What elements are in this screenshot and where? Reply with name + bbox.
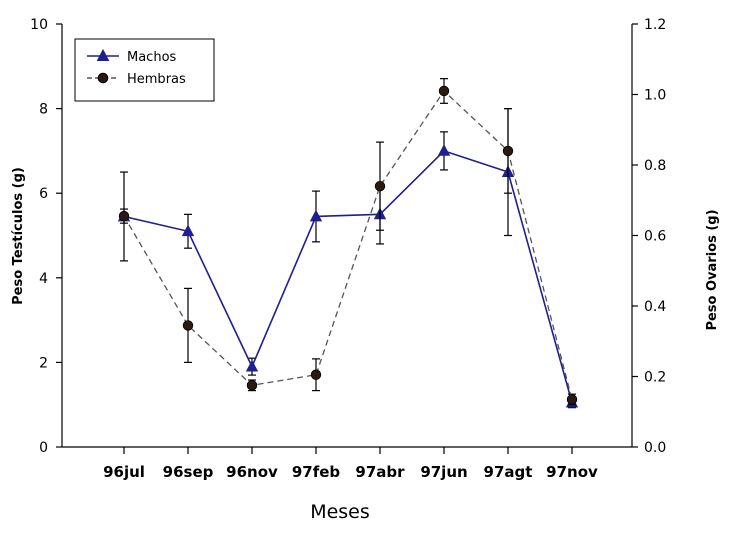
machos-data-point: [181, 224, 195, 237]
hembras-data-point: [502, 145, 514, 157]
legend-label-hembras: Hembras: [127, 72, 186, 87]
y-right-tick-label: 0.4: [644, 299, 666, 315]
machos-series-line: [123, 149, 573, 403]
y-right-tick-label: 0.8: [644, 158, 666, 174]
hembras-data-point: [438, 85, 450, 97]
y-left-tick-label: 10: [30, 17, 48, 33]
y-left-tick-label: 0: [39, 440, 48, 456]
x-tick-label: 97nov: [546, 463, 598, 481]
hembras-series-line: [123, 89, 573, 400]
y-left-tick-label: 4: [39, 271, 48, 287]
hembras-data-point: [374, 180, 386, 192]
machos-data-point: [309, 209, 323, 222]
machos-data-point: [437, 144, 451, 156]
y-right-tick-label: 0.0: [644, 440, 666, 456]
y-right-tick-label: 1.0: [644, 88, 666, 104]
y-right-tick-label: 1.2: [644, 17, 666, 33]
y-left-tick-label: 2: [39, 355, 48, 371]
y-right-tick-label: 0.6: [644, 229, 666, 245]
hembras-data-point: [118, 210, 130, 222]
hembras-data-point: [566, 394, 578, 405]
legend-box: [74, 38, 215, 102]
x-axis-title: Meses: [310, 501, 370, 523]
hembras-data-point: [310, 369, 322, 380]
x-tick-label: 96sep: [163, 463, 214, 481]
x-tick-label: 96nov: [226, 463, 278, 481]
x-tick-label: 97feb: [292, 463, 341, 481]
legend-marker-machos: [96, 48, 110, 61]
machos-data-point: [245, 359, 259, 372]
x-tick-label: 97agt: [484, 463, 533, 481]
hembras-data-point: [246, 380, 258, 391]
hembras-data-point: [182, 320, 194, 331]
x-tick-label: 97jun: [420, 463, 467, 481]
y-axis-right-title: Peso Ovarios (g): [705, 209, 720, 330]
y-left-tick-label: 6: [39, 186, 48, 202]
y-axis-left-title: Peso Testículos (g): [11, 167, 26, 305]
y-right-tick-label: 0.2: [644, 370, 666, 386]
legend-marker-hembras: [97, 72, 109, 84]
x-tick-label: 97abr: [355, 463, 405, 481]
legend-label-machos: Machos: [127, 50, 177, 65]
y-left-tick-label: 8: [39, 102, 48, 118]
x-tick-label: 96jul: [103, 463, 145, 481]
